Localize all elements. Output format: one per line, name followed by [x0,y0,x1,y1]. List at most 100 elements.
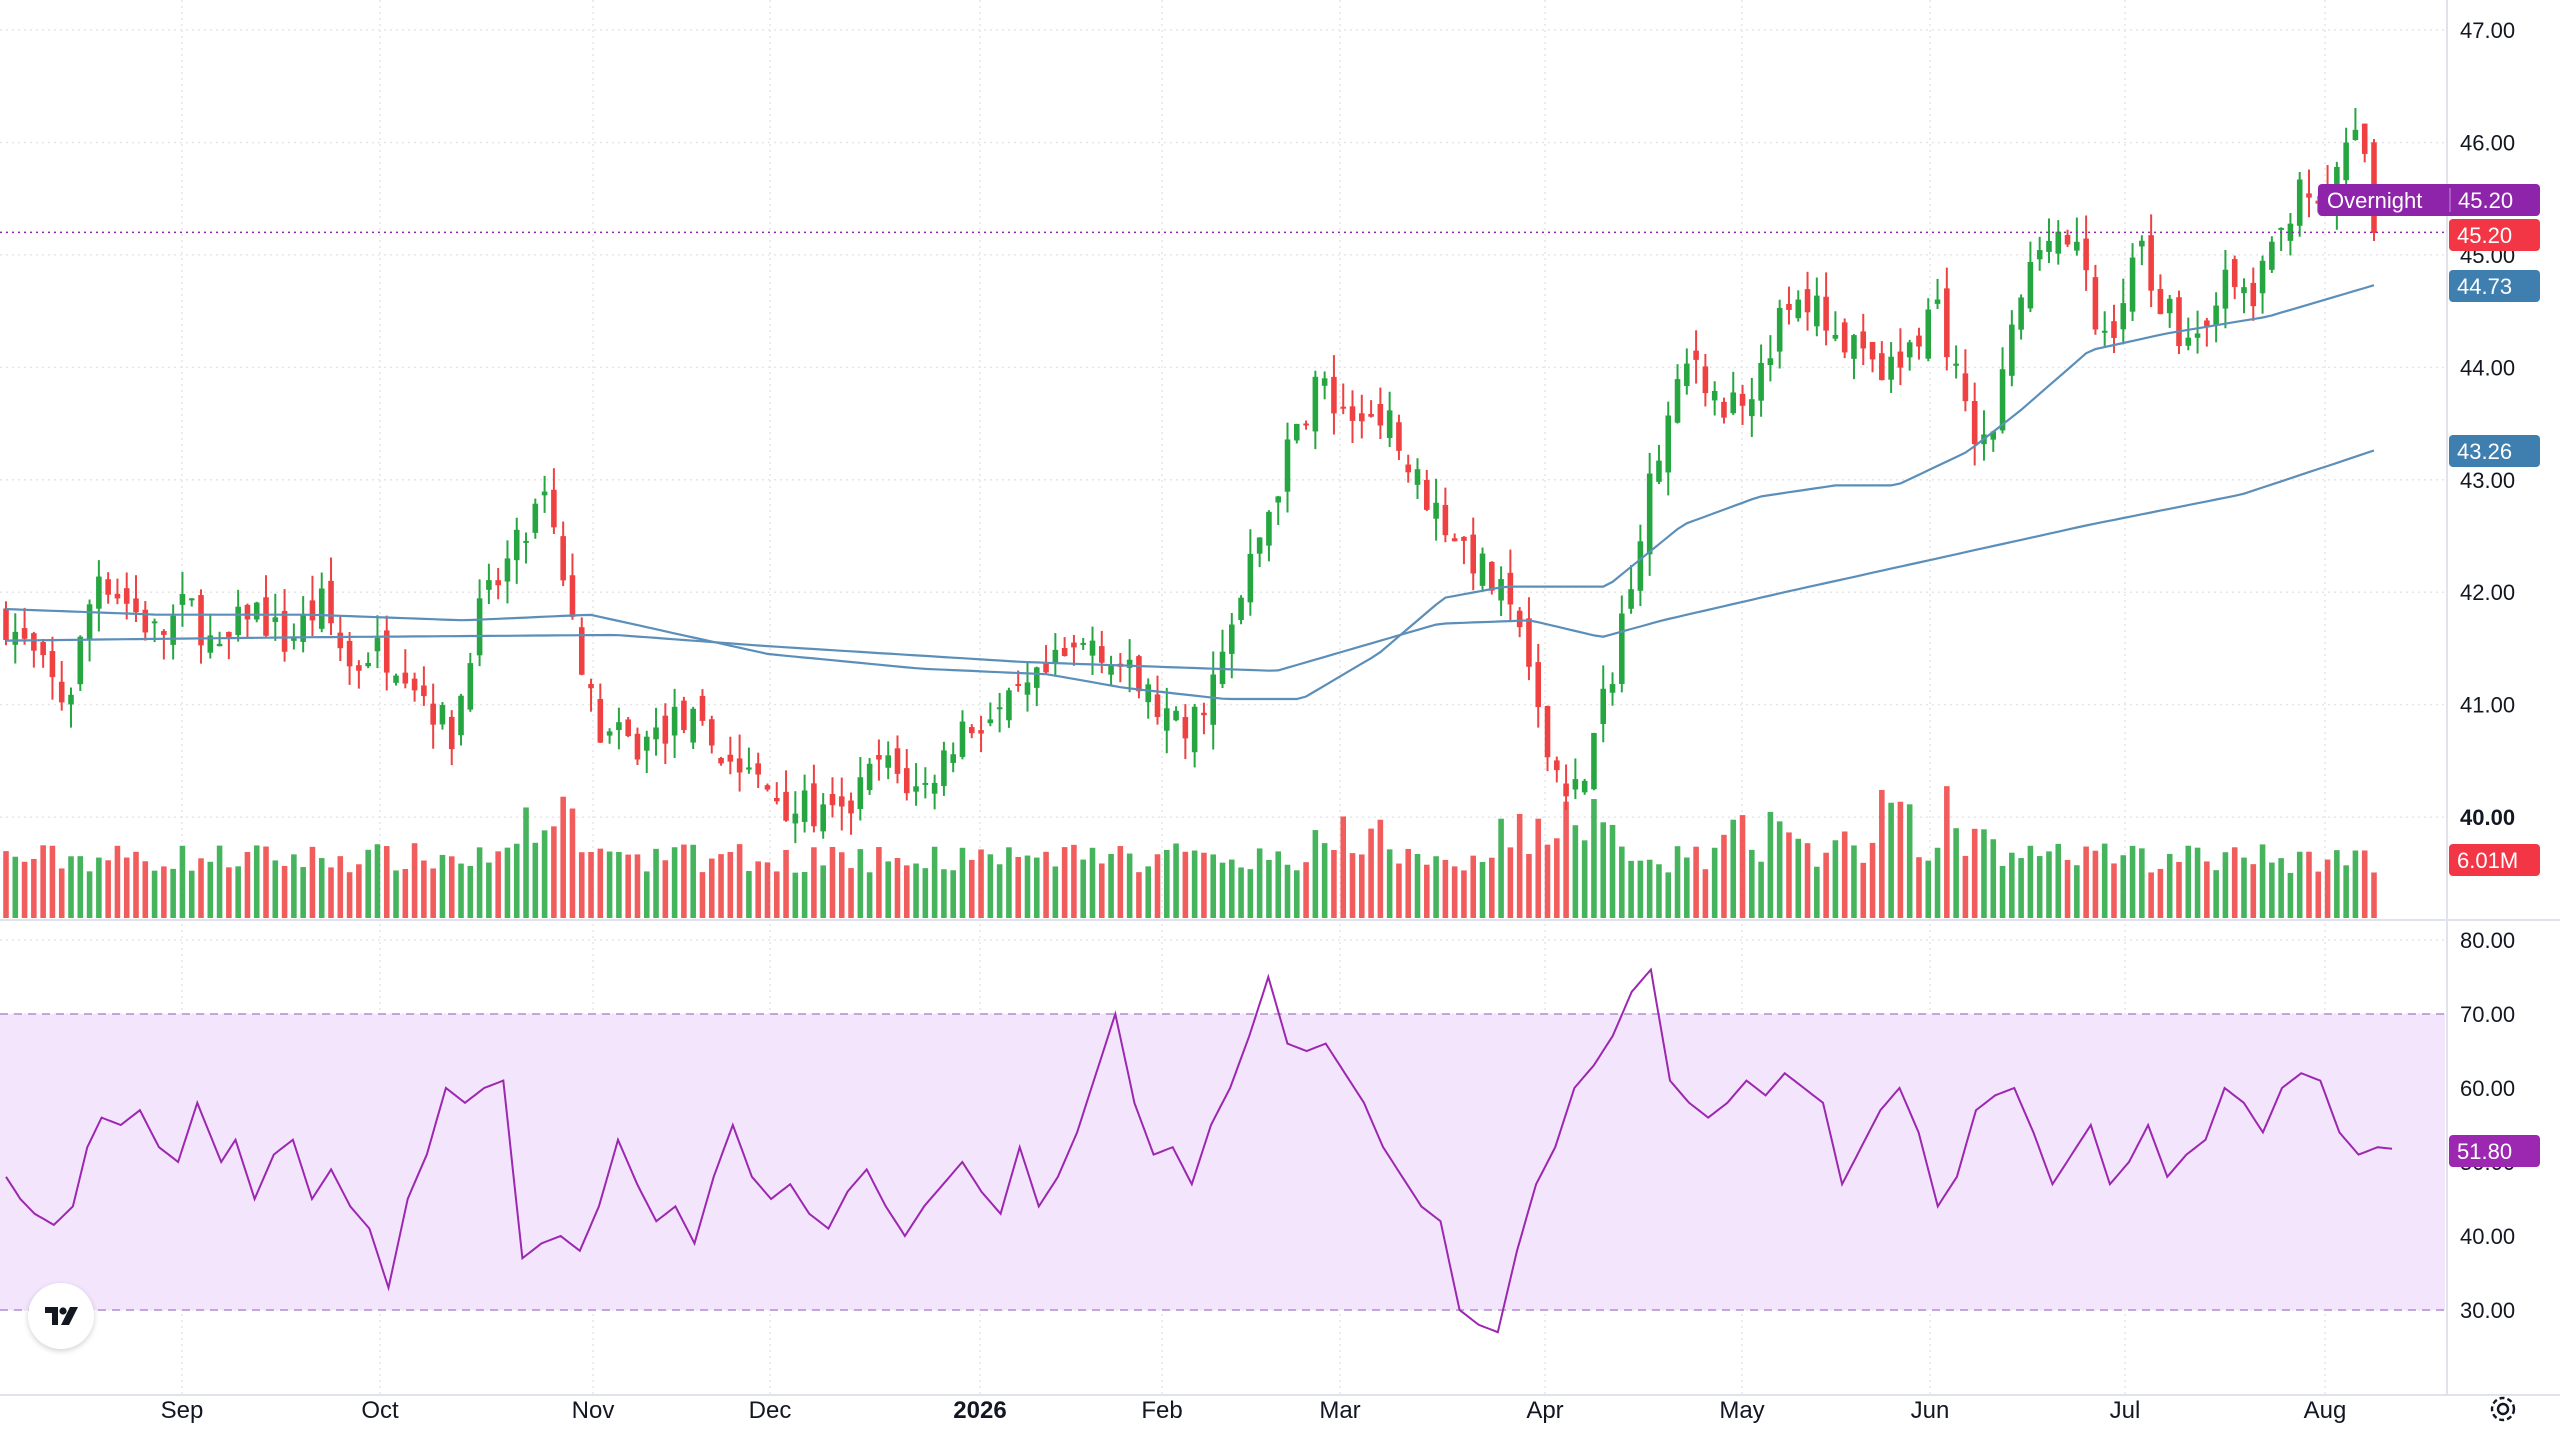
volume-bar [848,868,854,918]
time-axis[interactable]: Sep Oct Nov Dec 2026 Feb Mar Apr May Jun Jul Aug [161,1397,2347,1424]
volume-bar [1359,854,1365,918]
candle-body [2036,250,2043,260]
volume-bar [170,868,176,918]
tradingview-logo-icon[interactable] [28,1283,94,1349]
volume-bar [1944,786,1950,918]
candle-body [1563,783,1569,797]
gear-icon[interactable] [2486,1392,2520,1426]
candle-body [2148,235,2154,291]
candles[interactable] [3,108,2377,844]
volume-bar [328,867,334,918]
candle-body [801,790,808,822]
candle-body [1767,358,1774,366]
volume-bar [1108,853,1114,918]
volume-bar [1860,862,1867,918]
volume-bar [2259,844,2266,918]
candle-body [523,540,529,543]
volume-bar [2194,847,2201,918]
volume-bar [653,848,659,918]
volume-bar [1229,859,1235,918]
candle-body [2194,333,2201,338]
price-tick-label: 44.00 [2460,355,2515,380]
candle-body [1906,342,1913,358]
volume-bar [978,849,984,918]
candle-body [1024,682,1031,695]
volume-bar [1507,847,1514,918]
candle-body [811,783,817,827]
volume-bar [2306,851,2312,918]
volume-bar [1015,856,1021,918]
candle-body [1888,356,1894,380]
candle-body [773,797,780,802]
volume-bar [838,852,845,918]
candle-body [1925,309,1932,359]
volume-bar [2009,852,2015,918]
candle-body [541,491,548,496]
candle-body [1479,553,1486,586]
candle-body [2352,129,2359,140]
candle-body [903,768,910,794]
volume-bar [439,854,446,918]
candle-body [848,800,854,814]
candle-body [1971,401,1978,445]
candle-body [458,695,464,736]
volume-bar [2166,853,2173,918]
candle-body [597,699,604,743]
candle-body [411,678,418,691]
candle-body [207,635,214,653]
volume-bars [3,786,2377,918]
volume-bar [1637,860,1644,918]
volume-bar [2092,850,2099,918]
candle-body [402,672,409,684]
candle-body [1312,376,1319,432]
candle-body [1006,690,1012,721]
candle-body [671,706,678,736]
volume-bar [876,847,882,918]
candle-body [1795,299,1802,319]
volume-bar [634,854,641,918]
volume-bar [1201,852,1207,918]
candle-body [792,813,799,824]
volume-bar [829,846,836,918]
candle-body [996,707,1003,710]
candle-body [1377,404,1384,426]
volume-bar [1145,866,1151,918]
volume-bar [68,856,74,918]
candle-body [1776,307,1783,352]
time-tick-label: Dec [749,1397,792,1424]
volume-bar [31,858,37,918]
volume-bar [1971,828,1978,918]
candle-body [31,633,37,651]
candle-body [2055,231,2062,254]
candle-body [866,763,873,791]
volume-bar [272,860,279,918]
volume-bar [1414,853,1421,918]
candle-body [1145,684,1151,703]
candle-body [643,736,650,751]
candle-body [2009,324,2015,376]
candle-body [1256,537,1263,554]
candle-body [1033,667,1040,688]
candle-body [606,731,613,736]
candle-body [2166,298,2173,314]
volume-bar [309,846,316,918]
volume-bar [291,854,297,918]
candle-body [1414,469,1421,485]
volume-bar [2129,845,2136,918]
volume-bar [1711,847,1718,918]
candle-body [885,755,891,768]
candle-body [1934,299,1941,304]
candle-body [1656,460,1662,482]
overnight-tag [2318,184,2540,216]
price-tick-label: 42.00 [2460,580,2515,605]
candle-body [2046,240,2052,252]
volume-bar [411,843,418,918]
candle-body [1581,780,1588,793]
volume-bar [1665,872,1672,918]
candle-body [1619,613,1625,684]
volume-bar [773,871,780,918]
candle-body [2278,227,2284,230]
